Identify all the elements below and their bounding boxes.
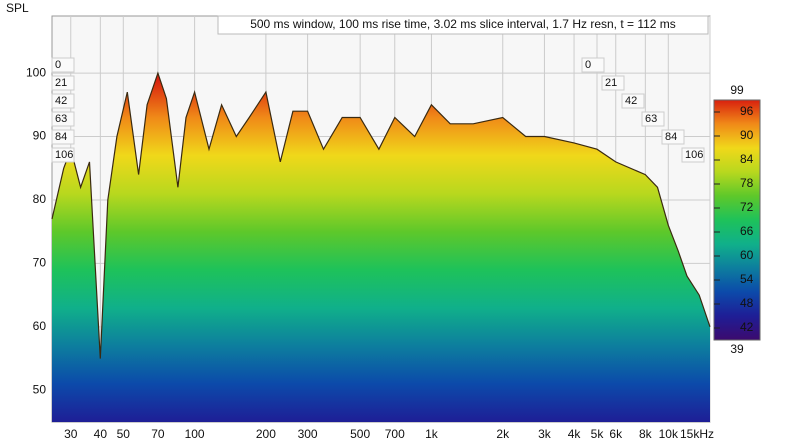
colorbar [713, 99, 761, 341]
time-tick-label: 42 [55, 95, 67, 107]
colorbar-tick-label: 78 [740, 176, 754, 190]
colorbar-tick-label: 54 [740, 272, 754, 286]
surface-line [51, 71, 711, 359]
colorbar-tick-label: 48 [740, 296, 754, 310]
x-tick-label: 100 [185, 427, 205, 441]
colorbar-tick-label: 60 [740, 248, 754, 262]
labels: 50 60 70 80 90 100 30 40 50 70 100 200 300 500 700 1k 2k… [26, 57, 761, 441]
y-tick-label: 60 [33, 319, 47, 333]
x-tick-label: 30 [64, 427, 78, 441]
colorbar-tick-label: 39 [730, 342, 744, 356]
y-tick-label: 100 [26, 65, 46, 79]
x-tick-label: 70 [151, 427, 165, 441]
y-tick-label: 90 [33, 129, 47, 143]
time-tick-box [51, 57, 75, 73]
time-tick-box [51, 93, 75, 109]
time-tick-label: 106 [685, 149, 703, 161]
colorbar-tick-label: 42 [740, 320, 754, 334]
time-tick-box [621, 93, 645, 109]
y-tick-label: 70 [33, 256, 47, 270]
title-box [217, 15, 709, 35]
x-tick-label: 300 [298, 427, 318, 441]
time-tick-label: 0 [55, 59, 61, 71]
x-tick-label: 500 [350, 427, 370, 441]
time-tick-label: 63 [645, 113, 657, 125]
time-tick-label: 63 [55, 113, 67, 125]
time-tick-label: 0 [585, 59, 591, 71]
colorbar-tick-label: 72 [740, 200, 754, 214]
x-tick-label: 1k [425, 427, 439, 441]
time-tick-label: 21 [55, 77, 67, 89]
x-tick-label: 6k [609, 427, 623, 441]
time-tick-label: 84 [55, 131, 67, 143]
x-tick-label: 200 [256, 427, 276, 441]
time-tick-box [51, 75, 75, 91]
time-tick-box [51, 147, 75, 163]
x-tick-label: 15kHz [680, 427, 714, 441]
time-tick-label: 84 [665, 131, 677, 143]
y-tick-label: 50 [33, 382, 47, 396]
y-tick-label: 80 [33, 192, 47, 206]
time-tick-box [581, 57, 605, 73]
time-tick-box [641, 111, 665, 127]
time-tick-box [681, 147, 705, 163]
time-tick-box [601, 75, 625, 91]
time-tick-label: 21 [605, 77, 617, 89]
x-tick-label: 40 [94, 427, 108, 441]
time-tick-label: 106 [55, 149, 73, 161]
time-tick-box [661, 129, 685, 145]
chart-title: 500 ms window, 100 ms rise time, 3.02 ms… [250, 17, 676, 31]
area-fill [52, 73, 710, 422]
x-tick-label: 10k [659, 427, 679, 441]
colorbar-tick-label: 84 [740, 152, 754, 166]
y-axis-label: SPL [6, 1, 29, 15]
x-tick-label: 5k [591, 427, 605, 441]
x-tick-label: 700 [385, 427, 405, 441]
x-tick-label: 4k [568, 427, 582, 441]
time-tick-box [51, 129, 75, 145]
x-tick-label: 50 [117, 427, 131, 441]
x-tick-label: 2k [496, 427, 510, 441]
colorbar-tick-label: 99 [730, 83, 744, 97]
time-tick-box [51, 111, 75, 127]
colorbar-tick-label: 96 [740, 104, 754, 118]
time-tick-label: 42 [625, 95, 637, 107]
colorbar-tick-label: 90 [740, 128, 754, 142]
x-tick-label: 8k [639, 427, 653, 441]
colorbar-tick-label: 66 [740, 224, 754, 238]
surface [51, 71, 711, 422]
x-tick-label: 3k [538, 427, 552, 441]
